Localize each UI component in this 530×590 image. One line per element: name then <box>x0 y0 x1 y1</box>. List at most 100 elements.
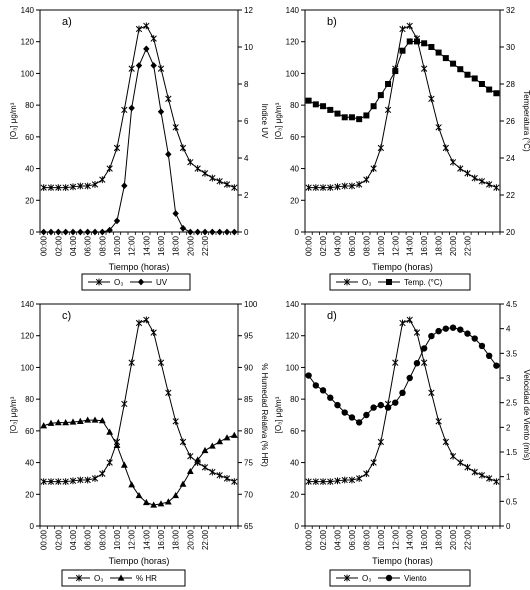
data-point <box>113 217 121 225</box>
x-tick-label: 12:00 <box>128 529 137 550</box>
y-axis-label: [O₃] μg/m³ <box>9 396 18 433</box>
legend-marker <box>137 278 145 286</box>
data-point <box>493 362 500 369</box>
data-point <box>348 114 355 121</box>
data-point <box>442 55 449 62</box>
y-tick-label: 120 <box>21 332 35 341</box>
data-point <box>435 49 442 56</box>
panel-label: a) <box>62 16 72 28</box>
legend-label: O₃ <box>114 278 123 287</box>
data-point <box>428 95 435 103</box>
data-point <box>150 501 158 508</box>
legend-marker <box>343 278 351 286</box>
x-tick-label: 22:00 <box>201 235 210 256</box>
data-point <box>47 419 55 426</box>
y-tick-label: 40 <box>290 459 299 468</box>
y-tick-label: 40 <box>290 165 299 174</box>
data-point <box>157 108 165 116</box>
data-point <box>208 442 216 449</box>
data-point <box>435 123 442 131</box>
data-point <box>84 182 91 190</box>
legend-label: Viento <box>404 574 427 583</box>
data-point <box>486 475 493 482</box>
data-point <box>478 81 485 87</box>
data-point <box>113 441 121 449</box>
data-point <box>121 400 128 408</box>
series-secondary <box>40 416 238 508</box>
plot-frame <box>39 303 239 527</box>
data-point <box>120 461 128 468</box>
y-tick-label: 60 <box>25 133 34 142</box>
data-point <box>471 335 478 342</box>
legend-marker <box>117 574 125 581</box>
panel-label: d) <box>327 310 337 322</box>
x-tick-label: 18:00 <box>172 235 181 256</box>
data-point <box>223 181 231 188</box>
y2-tick-label: 2.5 <box>506 399 518 408</box>
x-tick-label: 22:00 <box>464 529 473 550</box>
data-point <box>341 114 348 121</box>
y2-tick-label: 2 <box>244 191 249 200</box>
data-point <box>377 438 384 446</box>
x-tick-label: 12:00 <box>391 529 400 550</box>
y2-tick-label: 80 <box>244 427 253 436</box>
data-point <box>355 419 363 426</box>
data-point <box>40 422 48 429</box>
x-tick-label: 18:00 <box>435 235 444 256</box>
data-point <box>334 477 341 485</box>
x-tick-label: 06:00 <box>84 529 93 550</box>
y2-tick-label: 6 <box>244 117 249 126</box>
y-axis-label: [O₃] μg/m³ <box>274 102 283 139</box>
data-point <box>194 456 202 463</box>
y2-axis-label: % Humedad Relativa (% HR) <box>260 363 269 467</box>
data-point <box>471 468 478 476</box>
data-point <box>150 329 157 336</box>
data-point <box>449 324 457 331</box>
data-point <box>471 174 478 182</box>
data-point <box>187 452 194 460</box>
data-point <box>493 90 500 97</box>
data-point <box>312 184 319 191</box>
data-point <box>106 165 113 172</box>
y2-tick-label: 0.5 <box>506 497 518 506</box>
data-point <box>91 228 99 236</box>
data-point <box>106 459 113 466</box>
data-point <box>312 382 320 389</box>
data-point <box>421 359 428 367</box>
data-point <box>231 228 238 236</box>
data-point <box>493 478 500 485</box>
x-tick-label: 10:00 <box>377 529 386 550</box>
data-point <box>305 478 312 485</box>
data-point <box>128 359 135 367</box>
data-point <box>356 181 363 188</box>
data-point <box>370 165 377 172</box>
data-point <box>55 228 62 236</box>
data-point <box>363 112 370 119</box>
x-tick-label: 20:00 <box>449 529 458 550</box>
data-point <box>442 325 450 332</box>
data-point <box>377 144 384 152</box>
chart-panel-3: 0 20 40 60 80 100 120 140 65 70 75 80 85 90 95 100 00:00… <box>9 300 269 587</box>
data-point <box>62 184 69 191</box>
y2-tick-label: 100 <box>244 300 258 309</box>
data-point <box>91 181 99 188</box>
data-point <box>209 468 216 476</box>
y-tick-label: 80 <box>25 395 34 404</box>
legend-marker <box>343 574 351 582</box>
data-point <box>216 438 224 445</box>
data-point <box>209 228 216 236</box>
data-point <box>77 228 84 236</box>
x-tick-label: 14:00 <box>142 529 151 550</box>
data-point <box>231 478 238 485</box>
y2-tick-label: 95 <box>244 332 253 341</box>
data-point <box>128 104 135 112</box>
y2-tick-label: 4 <box>506 325 511 334</box>
chart-panel-4: 0 20 40 60 80 100 120 140 0 0.5 1 1.5 2 2.5 3 3.5 4 4.5 00… <box>274 300 530 587</box>
data-point <box>319 387 327 394</box>
data-point <box>47 228 55 236</box>
x-tick-label: 00:00 <box>305 235 314 256</box>
data-point <box>201 463 209 471</box>
chart-panel-1: 0 20 40 60 80 100 120 140 0 2 4 6 8 10 12 00:00 02:00 04:… <box>9 6 269 291</box>
data-point <box>435 327 442 335</box>
